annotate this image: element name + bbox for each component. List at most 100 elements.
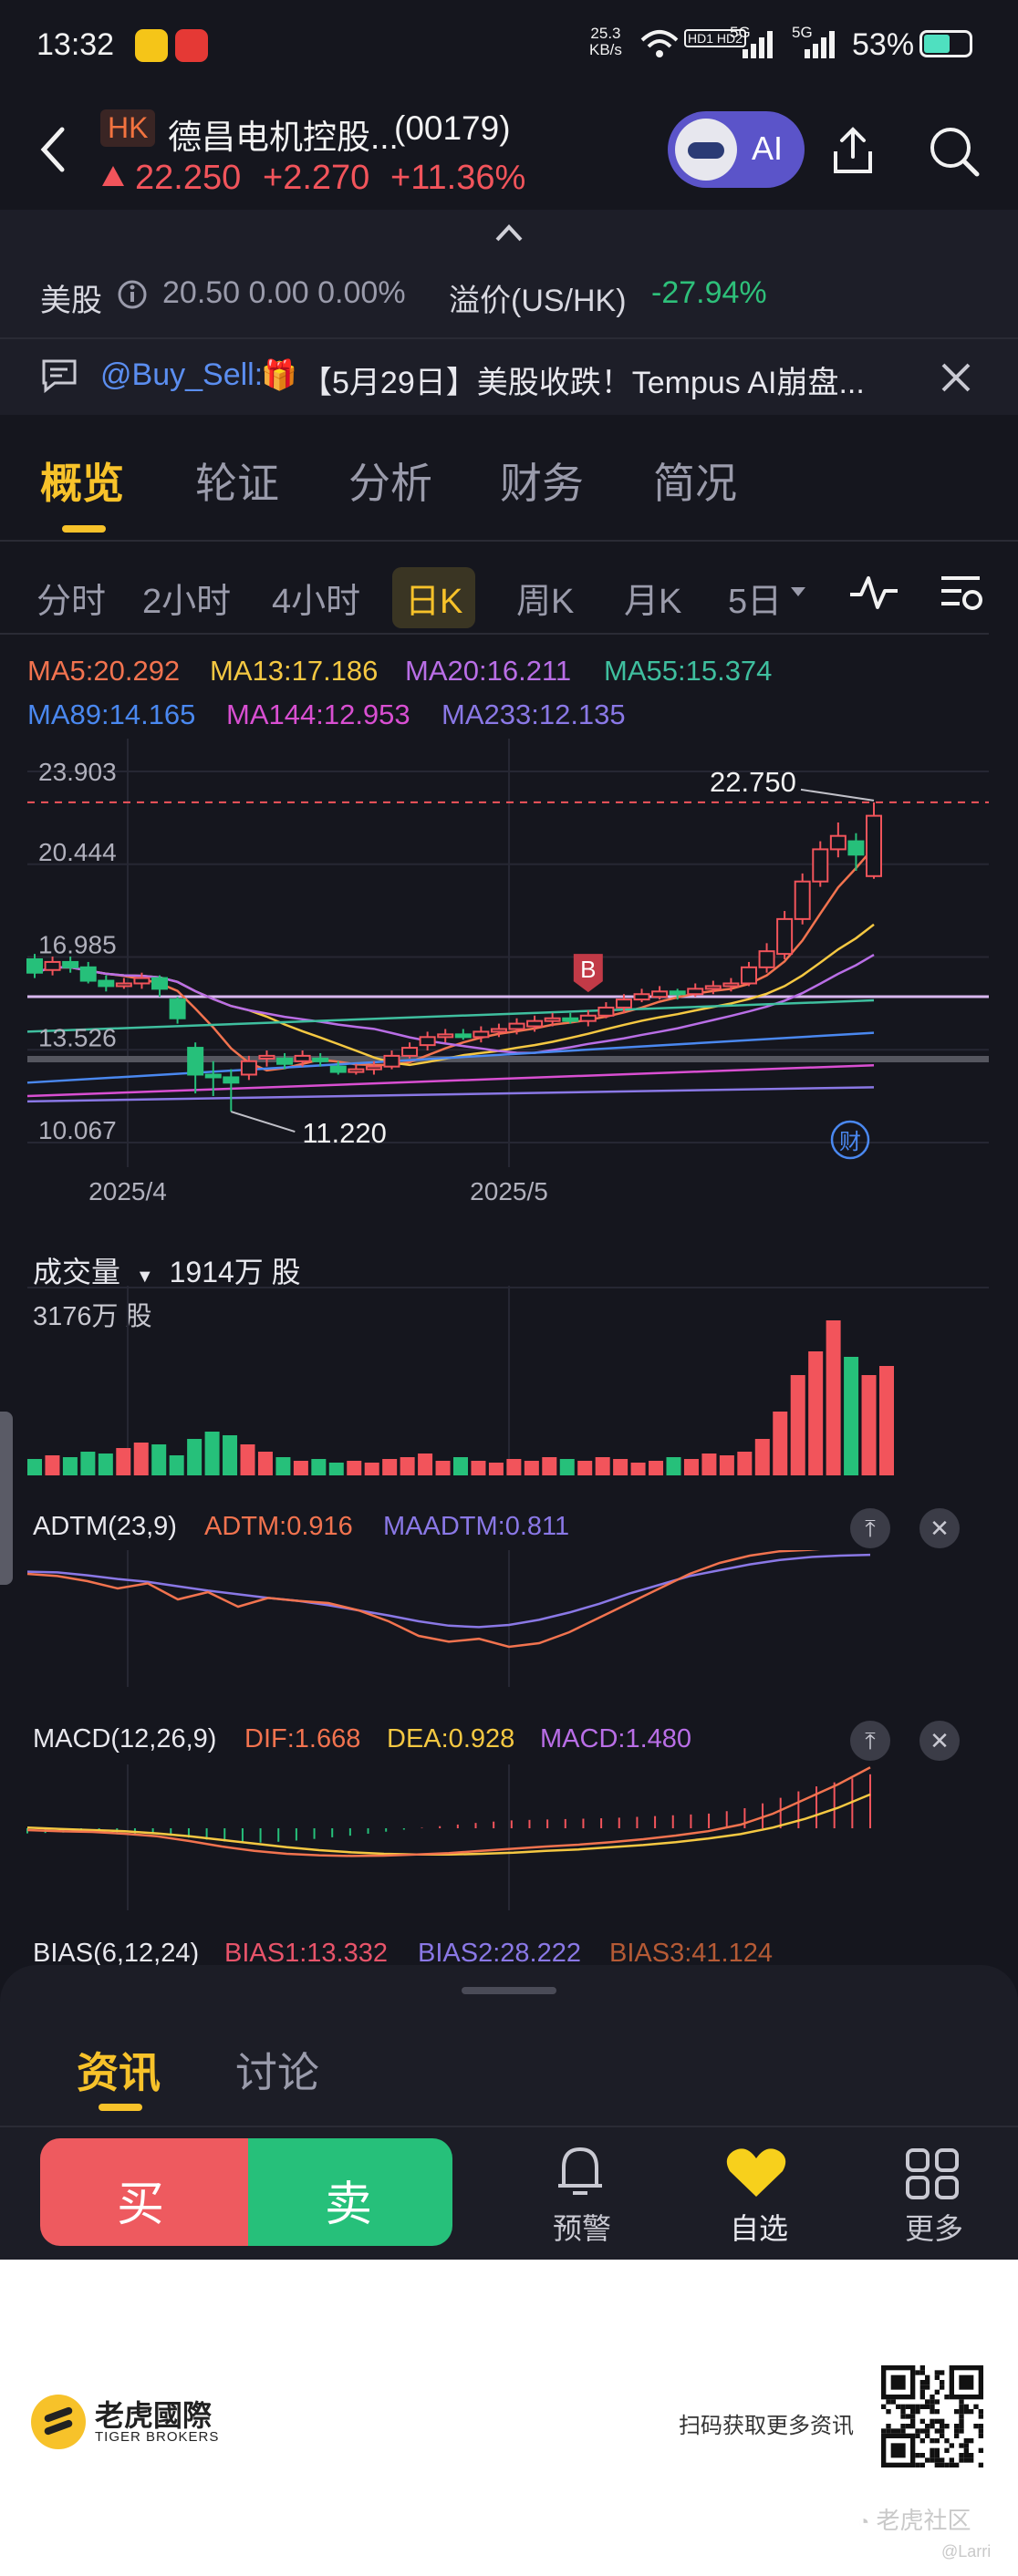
volume-bar — [98, 1454, 113, 1475]
qr-module — [978, 2447, 983, 2453]
qr-module — [963, 2443, 969, 2448]
qr-module — [919, 2380, 925, 2385]
volume-bar — [257, 1452, 273, 1475]
period-monthly[interactable]: 月K — [624, 583, 682, 621]
x-axis-label: 2025/4 — [88, 1177, 167, 1205]
pin-top-icon[interactable]: ⤒ — [850, 1721, 890, 1761]
y-axis-label: 20.444 — [38, 838, 117, 866]
sell-button[interactable]: 卖 — [248, 2138, 452, 2246]
qr-module — [944, 2462, 950, 2467]
qr-module — [940, 2370, 945, 2375]
qr-module — [930, 2409, 935, 2415]
volume-bar — [773, 1412, 788, 1475]
qr-module — [944, 2424, 950, 2429]
volume-bar — [133, 1443, 149, 1475]
indicator-toggle-icon[interactable] — [848, 573, 899, 613]
qr-module — [886, 2409, 891, 2415]
chart-settings-icon[interactable] — [938, 573, 985, 615]
tiger-logo-icon — [31, 2395, 86, 2449]
period-2h[interactable]: 2小时 — [142, 583, 232, 621]
active-tab-indicator — [99, 2104, 142, 2111]
close-icon[interactable]: ✕ — [919, 1508, 960, 1548]
period-daily[interactable]: 日K — [392, 567, 476, 628]
candle-body — [258, 1054, 275, 1060]
bottom-sheet: 资讯 讨论 买 卖 预警 自选 — [0, 1965, 1018, 2260]
search-icon[interactable] — [927, 124, 982, 179]
sheet-drag-handle[interactable] — [462, 1987, 556, 1994]
chevron-up-icon[interactable] — [494, 222, 524, 243]
x-axis-label: 2025/5 — [470, 1177, 548, 1205]
back-arrow-icon[interactable] — [38, 126, 66, 173]
qr-module — [915, 2428, 920, 2434]
volume-bar — [80, 1452, 96, 1475]
alert-button[interactable]: 预警 — [536, 2144, 624, 2245]
tab-news[interactable]: 资讯 — [77, 2049, 161, 2096]
volume-bar — [719, 1455, 734, 1475]
qr-module — [915, 2370, 920, 2375]
candle-body — [169, 998, 186, 1019]
period-intraday[interactable]: 分时 — [36, 583, 107, 621]
qr-module — [930, 2399, 935, 2405]
stock-name: 德昌电机控股... — [168, 119, 399, 156]
period-weekly[interactable]: 周K — [516, 583, 575, 621]
qr-module — [978, 2462, 983, 2467]
qr-module — [940, 2433, 945, 2438]
qr-module — [940, 2424, 945, 2429]
tab-financials[interactable]: 财务 — [500, 460, 584, 507]
qr-module — [940, 2462, 945, 2467]
volume-bar — [293, 1461, 308, 1475]
tab-profile[interactable]: 简况 — [653, 460, 737, 507]
qr-module — [959, 2443, 964, 2448]
tab-warrants[interactable]: 轮证 — [195, 460, 279, 507]
earnings-marker-icon — [830, 1120, 870, 1160]
period-4h[interactable]: 4小时 — [272, 583, 361, 621]
candle-body — [365, 1065, 382, 1071]
candle-body — [669, 990, 686, 996]
tab-discussion[interactable]: 讨论 — [235, 2049, 319, 2096]
info-icon[interactable] — [117, 279, 148, 310]
qr-module — [915, 2433, 920, 2438]
candle-body — [687, 988, 704, 996]
qr-module — [934, 2399, 940, 2405]
maadtm-line — [26, 1553, 871, 1629]
qr-module — [934, 2447, 940, 2453]
volume-bar — [754, 1439, 770, 1475]
qr-module — [944, 2395, 950, 2400]
buy-button[interactable]: 买 — [40, 2138, 248, 2246]
close-icon[interactable]: ✕ — [919, 1721, 960, 1761]
clock: 13:32 — [36, 27, 115, 62]
watchlist-button[interactable]: 自选 — [713, 2144, 801, 2245]
close-icon[interactable] — [940, 361, 972, 394]
volume-bar — [683, 1459, 699, 1475]
volume-title[interactable]: 成交量 ▼ 1914万 股 — [33, 1256, 301, 1288]
volume-bar — [701, 1454, 717, 1475]
main-tabs: 概览 轮证 分析 财务 简况 — [0, 429, 1018, 538]
tab-overview[interactable]: 概览 — [40, 460, 124, 507]
qr-module — [959, 2399, 964, 2405]
dropdown-arrow-icon[interactable] — [790, 585, 806, 598]
floating-edge-handle[interactable] — [0, 1412, 13, 1585]
ai-assistant-button[interactable]: AI — [668, 111, 805, 188]
candlestick-chart[interactable]: 23.903 20.444 16.985 13.526 10.067 2025/4 2025… — [0, 739, 1018, 1222]
qr-module — [940, 2418, 945, 2424]
qr-module — [978, 2409, 983, 2415]
pin-top-icon[interactable]: ⤒ — [850, 1508, 890, 1548]
qr-module — [934, 2409, 940, 2415]
more-button[interactable]: 更多 — [890, 2144, 978, 2245]
qr-module — [896, 2404, 901, 2409]
qr-module — [925, 2399, 930, 2405]
period-5day[interactable]: 5日 — [728, 583, 783, 621]
share-icon[interactable] — [830, 126, 876, 175]
qr-module — [930, 2418, 935, 2424]
news-ticker[interactable]: @Buy_Sell: 🎁 【5月29日】美股收跌！Tempus AI崩盘... — [0, 339, 1018, 415]
low-annotation: 11.220 — [302, 1117, 387, 1149]
candle-body — [473, 1030, 490, 1039]
candle-body — [526, 1019, 544, 1028]
tab-analysis[interactable]: 分析 — [348, 460, 432, 507]
candle-body — [62, 960, 79, 968]
qr-module — [915, 2462, 920, 2467]
qr-module — [915, 2404, 920, 2409]
volume-bar — [577, 1461, 593, 1475]
ma-line — [34, 953, 875, 1054]
volume-bar — [524, 1461, 539, 1475]
